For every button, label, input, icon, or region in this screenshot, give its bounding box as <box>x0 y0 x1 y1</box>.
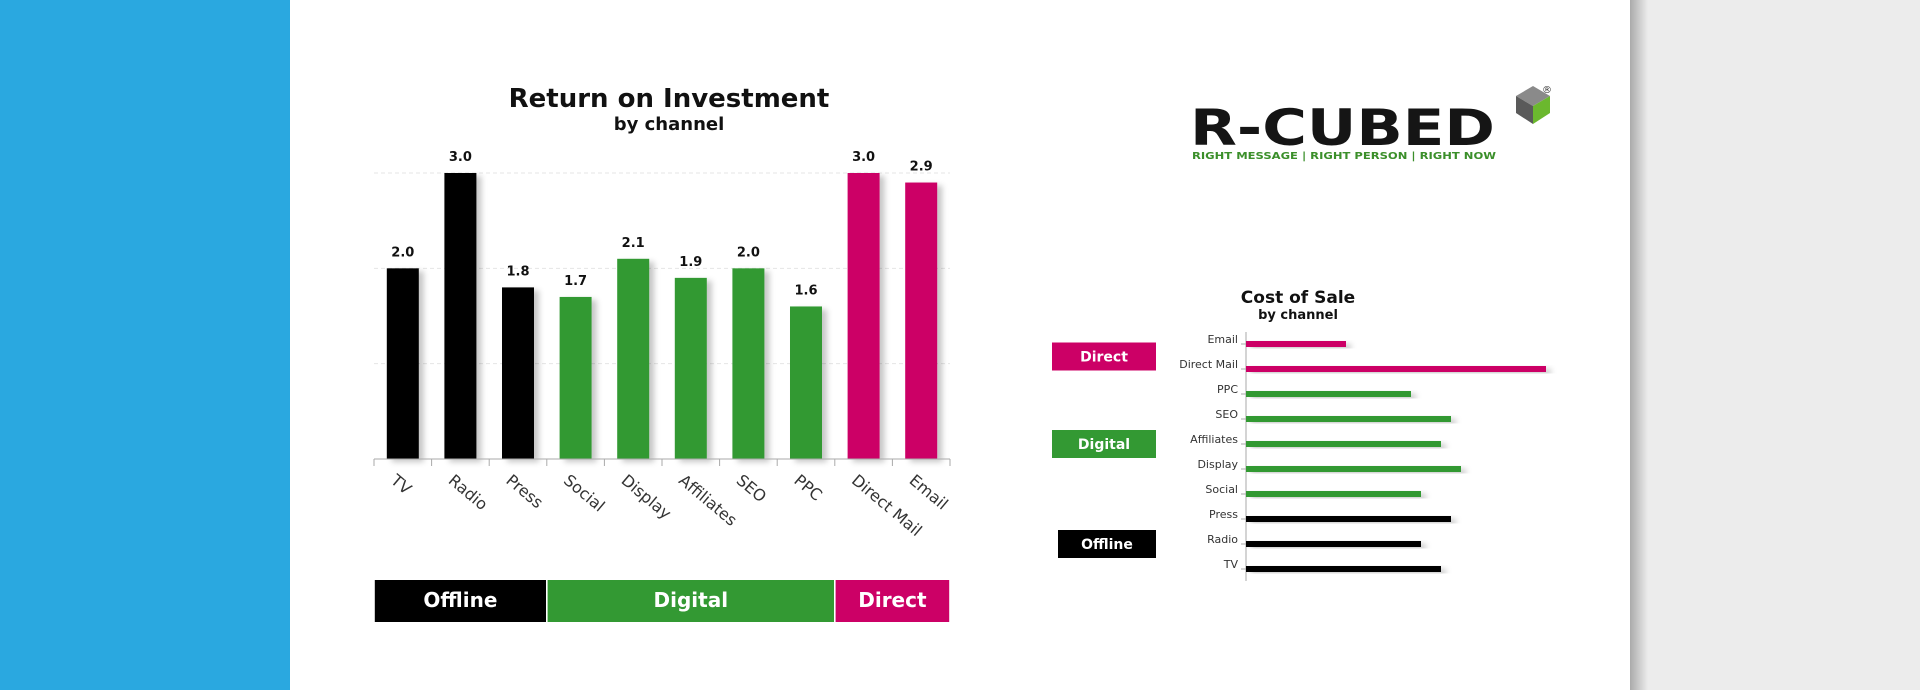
roi-value-label: 3.0 <box>449 150 472 165</box>
roi-value-label: 1.6 <box>794 283 817 298</box>
roi-value-label: 2.9 <box>910 160 933 175</box>
roi-bar-radio <box>444 173 477 459</box>
cos-category-label: TV <box>1223 558 1239 571</box>
roi-group-legend: Offline Digital Direct <box>374 580 950 622</box>
cos-chart-subtitle: by channel <box>1258 308 1338 323</box>
cos-category-label: Direct Mail <box>1179 358 1238 371</box>
roi-value-label: 2.0 <box>737 245 760 260</box>
cos-bar-ppc <box>1246 391 1411 397</box>
roi-value-label: 1.9 <box>679 255 702 270</box>
roi-category-label: TV <box>386 470 415 499</box>
roi-bar-press <box>502 287 534 459</box>
roi-legend-direct-label: Direct <box>858 588 927 612</box>
roi-bar-affiliates <box>674 277 707 459</box>
cos-category-label: Press <box>1209 508 1238 521</box>
cos-bar-email <box>1246 341 1346 347</box>
cos-bar-affiliates <box>1246 441 1441 447</box>
roi-chart-title: Return on Investment <box>509 84 830 114</box>
roi-bar-seo <box>732 268 765 459</box>
logo-tagline: RIGHT MESSAGE | RIGHT PERSON | RIGHT NOW <box>1192 151 1496 162</box>
card-shadow <box>1630 0 1648 690</box>
cos-legend-digital-box <box>1052 430 1156 458</box>
roi-bar-direct-mail <box>847 173 880 459</box>
cos-chart-title: Cost of Sale <box>1241 288 1355 308</box>
roi-bar-ppc <box>790 306 822 459</box>
cos-bar-direct-mail <box>1246 366 1546 372</box>
roi-value-label: 3.0 <box>852 150 875 165</box>
roi-chart: Return on Investment by channel 2.0 3.0 1.… <box>373 84 952 622</box>
r-cubed-logo: R-CUBED ® RIGHT MESSAGE | RIGHT PERSON |… <box>1190 85 1552 162</box>
cos-category-label: PPC <box>1217 383 1238 396</box>
roi-legend-direct-box <box>835 580 950 622</box>
cos-legend-direct-box <box>1052 342 1156 371</box>
cos-bar-tv <box>1246 566 1441 572</box>
cos-bar-press <box>1246 516 1451 522</box>
roi-bar-display <box>617 258 650 459</box>
cos-bar-radio <box>1246 541 1421 547</box>
cos-legend-direct-label: Direct <box>1080 350 1128 366</box>
roi-value-label: 2.1 <box>622 236 645 251</box>
roi-x-axis <box>373 458 951 466</box>
cos-legend-offline-box <box>1058 530 1156 558</box>
cos-category-label: SEO <box>1215 408 1238 421</box>
green-cube-icon <box>1516 86 1550 124</box>
cos-bars <box>1246 341 1546 572</box>
roi-value-labels: 2.0 3.0 1.8 1.7 2.1 1.9 2.0 1.6 3.0 2.9 <box>391 150 932 298</box>
roi-legend-digital-box <box>547 580 834 622</box>
roi-legend-offline-box <box>374 580 546 622</box>
cos-legend-digital-label: Digital <box>1078 437 1130 453</box>
roi-category-label: Email <box>906 471 952 514</box>
roi-legend-offline-label: Offline <box>423 588 497 612</box>
cos-category-label: Email <box>1207 333 1238 346</box>
roi-chart-subtitle: by channel <box>614 114 725 135</box>
roi-category-label: Display <box>618 471 675 523</box>
cos-legend-offline-label: Offline <box>1081 537 1133 553</box>
logo-wordmark: R-CUBED <box>1190 99 1495 157</box>
cos-bar-seo <box>1246 416 1451 422</box>
cos-group-legend: Direct Digital Offline <box>1052 342 1156 558</box>
registered-mark: ® <box>1542 85 1552 96</box>
cos-category-label: Affiliates <box>1190 433 1238 446</box>
roi-legend-digital-label: Digital <box>654 588 729 612</box>
roi-bar-tv <box>386 268 419 459</box>
roi-category-label: Social <box>560 471 609 516</box>
blue-side-panel <box>0 0 290 690</box>
roi-value-label: 2.0 <box>391 245 414 260</box>
roi-category-label: PPC <box>790 471 826 505</box>
cos-category-label: Radio <box>1207 533 1238 546</box>
roi-category-label: Affiliates <box>675 471 741 530</box>
cos-category-label: Social <box>1205 483 1238 496</box>
roi-category-label: SEO <box>733 471 770 507</box>
roi-value-label: 1.7 <box>564 274 587 289</box>
cost-of-sale-chart: Cost of Sale by channel Email Direct Mail… <box>1052 288 1546 581</box>
cos-category-labels: Email Direct Mail PPC SEO Affiliates Display S… <box>1179 333 1238 571</box>
cos-y-axis <box>1241 332 1247 581</box>
roi-bar-email <box>905 182 938 460</box>
cos-bar-display <box>1246 466 1461 472</box>
roi-category-label: Press <box>502 471 546 513</box>
roi-value-label: 1.8 <box>506 264 529 279</box>
cos-category-label: Display <box>1197 458 1238 471</box>
roi-bar-social <box>559 296 592 459</box>
roi-bars <box>386 173 938 460</box>
roi-category-label: Radio <box>445 471 492 514</box>
cos-bar-social <box>1246 491 1421 497</box>
